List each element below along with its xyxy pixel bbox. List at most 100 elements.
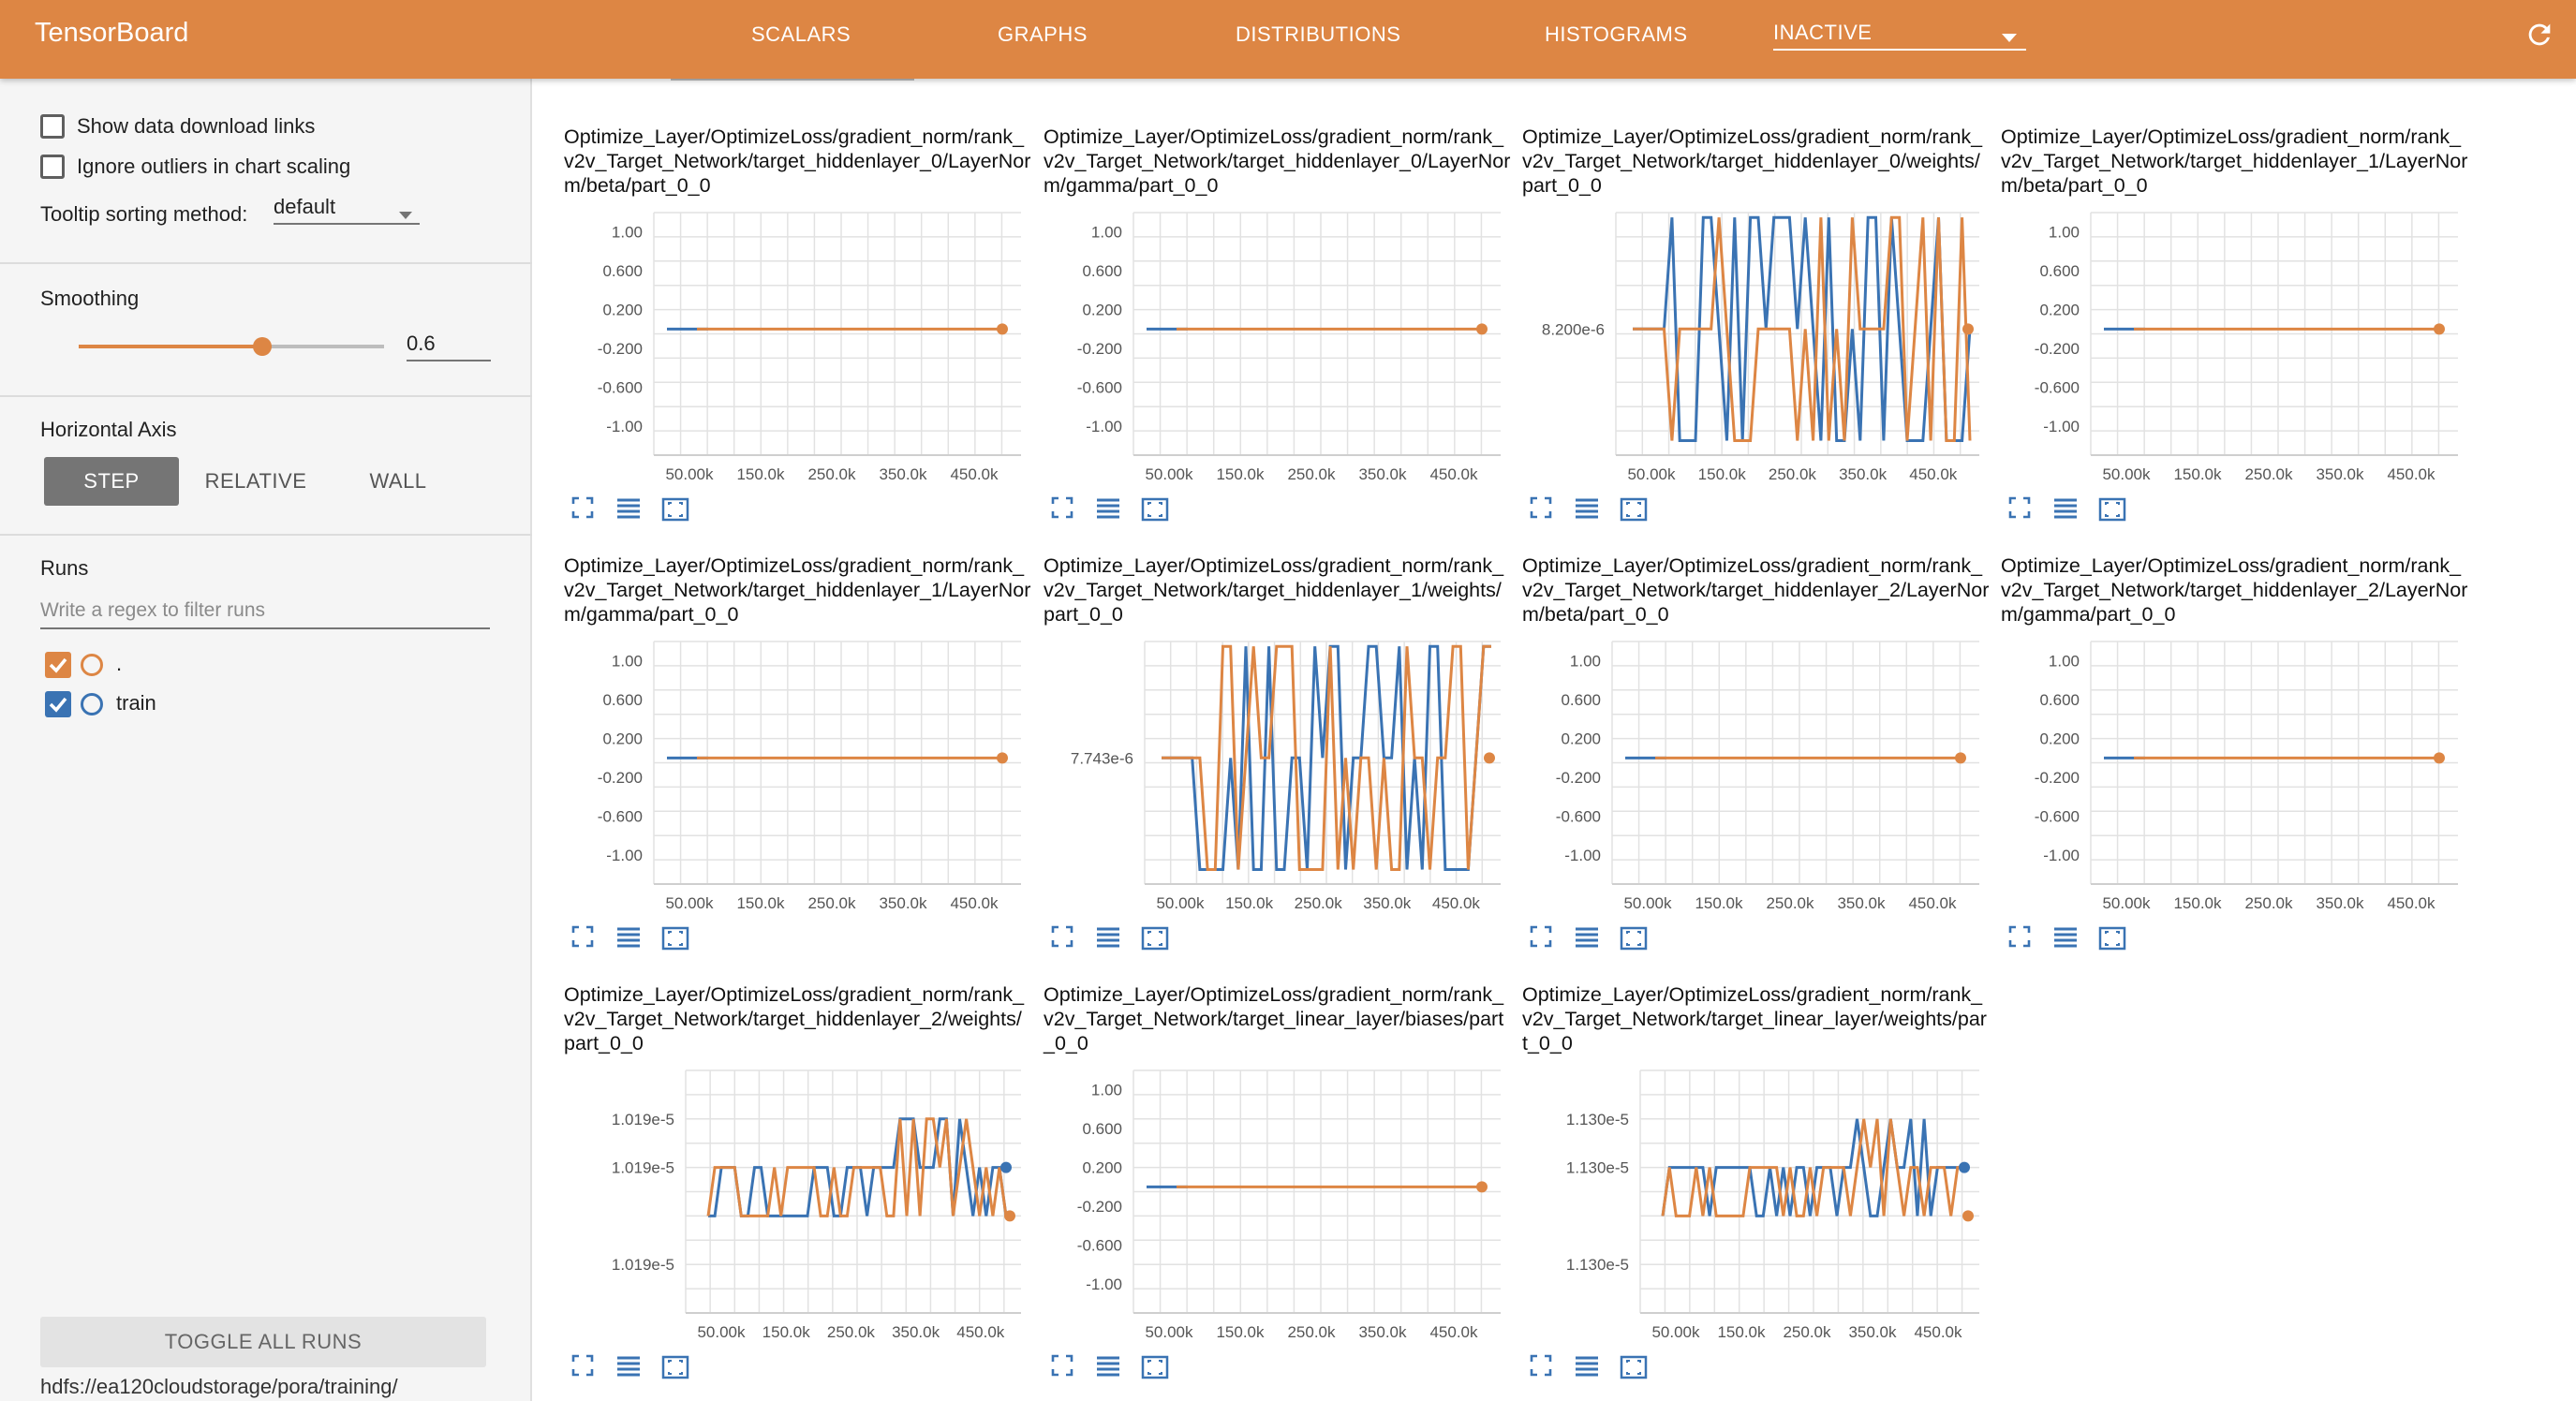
scalar-line-chart[interactable]: 7.743e-6 50.00k 150.0k 250.0k 350.0k 450.0k [1014,508,1501,920]
ignore-outliers-label: Ignore outliers in chart scaling [77,155,351,178]
y-tick-label: -1.00 [1086,418,1122,435]
fullscreen-icon[interactable] [1051,925,1079,956]
run-checkbox-train[interactable] [45,691,71,717]
y-tick-label: 0.600 [1082,1120,1122,1138]
scalar-chart-card: Optimize_Layer/OptimizeLoss/gradient_nor… [1971,79,2467,522]
smoothing-slider[interactable] [79,337,384,356]
fit-domain-icon[interactable] [661,925,689,956]
y-tick-label: -0.600 [1077,378,1122,396]
series-line-dot [706,1117,1008,1217]
fullscreen-icon[interactable] [1530,925,1558,956]
run-color-circle[interactable] [81,693,103,715]
list-icon[interactable] [1096,496,1124,527]
scalar-line-chart[interactable]: 1.00 0.600 0.200 -0.200 -0.600 -1.00 50.00k 150… [1971,508,2458,920]
list-icon[interactable] [616,496,644,527]
y-tick-label: 7.743e-6 [1071,749,1133,767]
list-icon[interactable] [1575,496,1603,527]
fullscreen-icon[interactable] [1530,1354,1558,1385]
axis-step-button[interactable]: STEP [44,457,179,506]
inactive-plugins-dropdown[interactable]: INACTIVE [1773,17,2026,51]
smoothing-slider-knob[interactable] [252,337,272,356]
series-endpoint-dot [1962,1210,1974,1222]
fit-domain-icon[interactable] [1141,496,1169,527]
runs-filter-input[interactable]: Write a regex to filter runs [40,596,490,629]
scalar-line-chart[interactable]: 1.130e-5 1.130e-5 1.130e-5 50.00k 150.0k 250.… [1492,936,1979,1349]
scalar-line-chart[interactable]: 1.00 0.600 0.200 -0.200 -0.600 -1.00 50.00k 150… [534,508,1021,920]
x-tick-label: 150.0k [736,465,785,483]
fullscreen-icon[interactable] [1051,496,1079,527]
fullscreen-icon[interactable] [571,1354,600,1385]
series-line-train [1633,215,1972,442]
tab-graphs[interactable]: GRAPHS [998,22,1088,46]
scalar-line-chart[interactable]: 1.019e-5 1.019e-5 1.019e-5 50.00k 150.0k 250.… [534,936,1021,1349]
chart-title: Optimize_Layer/OptimizeLoss/gradient_nor… [1522,125,1983,197]
fit-domain-icon[interactable] [661,496,689,527]
toggle-all-runs-button[interactable]: TOGGLE ALL RUNS [40,1317,486,1367]
y-tick-label: 1.019e-5 [612,1256,674,1274]
fit-domain-icon[interactable] [1620,925,1648,956]
tab-scalars[interactable]: SCALARS [751,22,851,46]
ignore-outliers-checkbox[interactable] [40,155,65,179]
list-icon[interactable] [1575,925,1603,956]
chart-title: Optimize_Layer/OptimizeLoss/gradient_nor… [2001,125,2468,197]
run-name: train [116,691,156,715]
list-icon[interactable] [1575,1354,1603,1385]
scalar-line-chart[interactable]: 1.00 0.600 0.200 -0.200 -0.600 -1.00 50.00k 150… [534,79,1021,491]
fullscreen-icon[interactable] [2008,925,2036,956]
scalar-line-chart[interactable]: 8.200e-6 50.00k 150.0k 250.0k 350.0k 450.0k [1492,79,1979,491]
x-tick-label: 250.0k [1295,894,1343,912]
fullscreen-icon[interactable] [571,925,600,956]
list-icon[interactable] [1096,1354,1124,1385]
series-endpoint-dot [1962,323,1974,335]
scalar-chart-card: Optimize_Layer/OptimizeLoss/gradient_nor… [534,936,1024,1379]
x-tick-label: 350.0k [892,1323,940,1341]
x-tick-label: 250.0k [2244,894,2293,912]
card-actions [1051,925,1192,953]
top-app-bar: TensorBoard SCALARS GRAPHS DISTRIBUTIONS… [0,0,2576,79]
tooltip-sorting-dropdown[interactable]: default [274,193,420,225]
chart-title: Optimize_Layer/OptimizeLoss/gradient_nor… [1522,983,1987,1054]
tab-histograms[interactable]: HISTOGRAMS [1545,22,1688,46]
fit-domain-icon[interactable] [1620,496,1648,527]
scalar-line-chart[interactable]: 1.00 0.600 0.200 -0.200 -0.600 -1.00 50.00k 150… [1014,936,1501,1349]
run-checkbox-dot[interactable] [45,652,71,678]
smoothing-input[interactable]: 0.6 [407,330,491,361]
show-download-links-checkbox[interactable] [40,114,65,139]
series-endpoint-dot [1476,323,1488,335]
scalar-line-chart[interactable]: 1.00 0.600 0.200 -0.200 -0.600 -1.00 50.00k 150… [1014,79,1501,491]
fullscreen-icon[interactable] [1530,496,1558,527]
fullscreen-icon[interactable] [2008,496,2036,527]
fit-domain-icon[interactable] [2098,496,2126,527]
y-tick-label: 1.00 [2049,224,2080,242]
fullscreen-icon[interactable] [1051,1354,1079,1385]
list-icon[interactable] [2053,496,2081,527]
fit-domain-icon[interactable] [661,1354,689,1385]
runs-filter-placeholder: Write a regex to filter runs [40,599,266,621]
y-tick-label: -0.200 [2035,769,2080,787]
run-color-circle[interactable] [81,654,103,676]
scalar-line-chart[interactable]: 1.00 0.600 0.200 -0.200 -0.600 -1.00 50.00k 150… [1971,79,2458,491]
chart-title: Optimize_Layer/OptimizeLoss/gradient_nor… [564,125,1031,197]
card-actions [571,496,712,524]
x-tick-label: 350.0k [1358,1323,1407,1341]
list-icon[interactable] [2053,925,2081,956]
fullscreen-icon[interactable] [571,496,600,527]
refresh-icon[interactable] [2524,19,2555,55]
y-tick-label: -0.200 [2035,340,2080,358]
tab-distributions[interactable]: DISTRIBUTIONS [1236,22,1401,46]
fit-domain-icon[interactable] [1141,1354,1169,1385]
list-icon[interactable] [1096,925,1124,956]
fit-domain-icon[interactable] [2098,925,2126,956]
fit-domain-icon[interactable] [1620,1354,1648,1385]
x-tick-label: 350.0k [879,894,927,912]
scalar-chart-card: Optimize_Layer/OptimizeLoss/gradient_nor… [1014,508,1503,951]
x-tick-label: 50.00k [1623,894,1672,912]
scalar-line-chart[interactable]: 1.00 0.600 0.200 -0.200 -0.600 -1.00 50.00k 150… [1492,508,1979,920]
fit-domain-icon[interactable] [1141,925,1169,956]
x-tick-label: 350.0k [1848,1323,1897,1341]
list-icon[interactable] [616,1354,644,1385]
x-tick-label: 250.0k [827,1323,876,1341]
list-icon[interactable] [616,925,644,956]
axis-wall-button[interactable]: WALL [369,469,427,493]
axis-relative-button[interactable]: RELATIVE [204,469,307,493]
